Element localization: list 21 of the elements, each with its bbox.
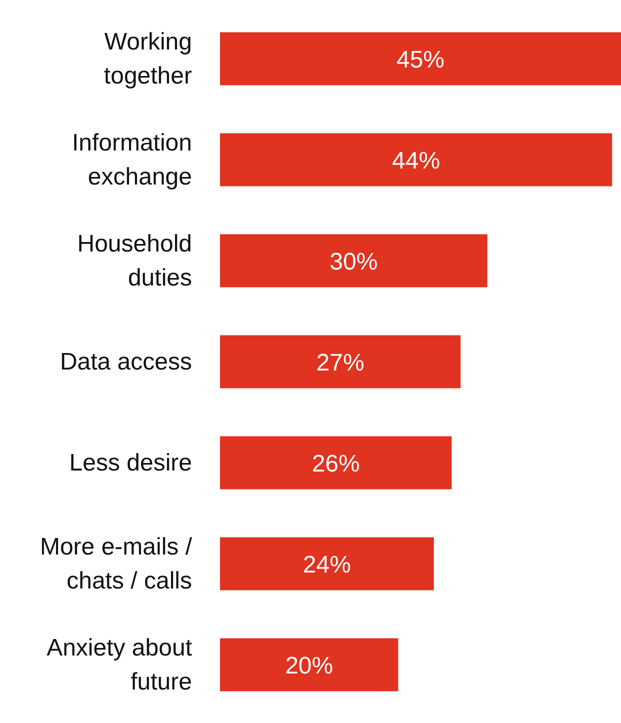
- y-tick-label: Household duties: [77, 230, 192, 291]
- bar: [220, 638, 398, 692]
- bar: [220, 335, 461, 388]
- bar: [220, 133, 612, 186]
- data-label: 20%: [285, 652, 334, 680]
- data-label: 45%: [396, 46, 445, 74]
- y-tick-label: More e-mails / chats / calls: [40, 533, 192, 594]
- y-tick-label: Information exchange: [72, 129, 192, 190]
- data-label: 27%: [316, 349, 364, 376]
- bar: [220, 234, 488, 288]
- y-tick-label: Data access: [60, 348, 192, 375]
- bar: [220, 32, 621, 86]
- data-label: 26%: [312, 450, 360, 478]
- data-label: 44%: [392, 147, 440, 174]
- y-tick-label: Less desire: [69, 449, 192, 476]
- data-label: 24%: [302, 551, 351, 578]
- data-label: 30%: [330, 248, 378, 276]
- y-tick-label: Working together: [104, 28, 192, 89]
- bar: [220, 436, 452, 490]
- bar: [220, 537, 434, 590]
- y-tick-label: Anxiety about future: [46, 634, 192, 695]
